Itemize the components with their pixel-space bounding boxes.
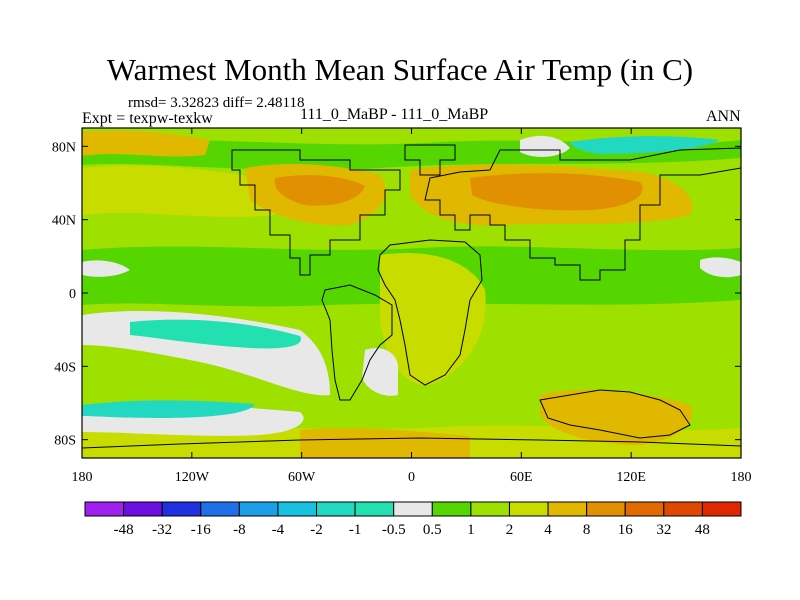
coastline-north-america <box>231 149 401 276</box>
colorbar-label: 8 <box>583 522 591 538</box>
field-patch-atlantic <box>362 348 398 396</box>
colorbar-swatch <box>586 501 626 517</box>
coastline-antarctica <box>81 437 742 449</box>
colorbar-label: -1 <box>349 522 362 538</box>
field-region-antarctic-warm <box>300 428 470 458</box>
colorbar-swatch <box>547 501 588 517</box>
colorbar-swatch <box>431 501 472 517</box>
colorbar-label: -48 <box>114 522 134 538</box>
colorbar-label: -16 <box>191 522 211 538</box>
y-tick-label: 40N <box>52 214 76 229</box>
coastline-greenland <box>404 144 456 176</box>
colorbar-swatch <box>624 501 665 517</box>
field-core-namerica <box>274 175 365 206</box>
field-layer <box>82 128 741 458</box>
colorbar-label: 16 <box>618 522 634 538</box>
colorbar-label: -2 <box>310 522 323 538</box>
colorbar-label: 1 <box>467 522 475 538</box>
season-label: ANN <box>706 108 741 125</box>
colorbar-swatch <box>663 501 703 517</box>
colorbar-label: -8 <box>233 522 246 538</box>
y-tick-label: 40S <box>54 360 76 375</box>
x-tick-label: 180 <box>72 470 93 485</box>
x-tick-label: 180 <box>731 470 752 485</box>
field-cool-southern-ocean <box>82 400 255 418</box>
colorbar-label: 2 <box>506 522 514 538</box>
field-core-asia <box>470 173 643 211</box>
coastline-south-america <box>321 284 393 401</box>
colorbar-swatch <box>200 501 240 517</box>
x-tick-label: 60W <box>288 470 316 485</box>
case-label: 111_0_MaBP - 111_0_MaBP <box>300 106 489 123</box>
x-tick-label: 60E <box>510 470 533 485</box>
colorbar-swatch <box>238 501 279 517</box>
experiment-label: Expt = texpw-texkw <box>82 110 213 127</box>
colorbar-swatch <box>316 501 356 517</box>
y-tick-label: 80S <box>54 434 76 449</box>
colorbar-swatch <box>470 501 510 517</box>
colorbar-swatch <box>701 501 742 517</box>
colorbar-swatch <box>84 501 125 517</box>
coastline-australia <box>539 389 691 439</box>
chart-title: Warmest Month Mean Surface Air Temp (in … <box>106 52 694 87</box>
coastline-layer <box>81 144 742 449</box>
y-tick-label: 0 <box>69 287 76 302</box>
stats-label: rmsd= 3.32823 diff= 2.48118 <box>128 95 305 111</box>
field-patch-arctic <box>520 135 570 157</box>
colorbar-label: -32 <box>152 522 172 538</box>
colorbar-swatch <box>508 501 549 517</box>
coastline-africa <box>377 239 483 386</box>
colorbar-label: 48 <box>695 522 710 538</box>
y-tick-label: 80N <box>52 140 76 155</box>
field-region-north-pacific <box>82 165 280 218</box>
colorbar-swatch <box>277 501 318 517</box>
y-axis: 80N 40N 0 40S 80S <box>52 140 741 449</box>
field-patch-pacific-east <box>700 257 741 278</box>
field-cool-arctic <box>570 136 720 154</box>
colorbar-swatch <box>393 501 433 517</box>
field-region-northeast <box>82 130 210 157</box>
colorbar: -48 -32 -16 -8 -4 -2 -1 -0.5 0.5 1 2 4 8 16 32 48 <box>84 501 742 538</box>
field-region-australia-warm <box>540 389 693 445</box>
field-patch-pacific-tropic <box>82 260 130 277</box>
colorbar-label: 32 <box>656 522 671 538</box>
x-tick-label: 120W <box>175 470 210 485</box>
colorbar-label: -4 <box>272 522 285 538</box>
colorbar-swatch <box>123 501 163 517</box>
x-tick-label: 0 <box>408 470 415 485</box>
x-tick-label: 120E <box>616 470 646 485</box>
colorbar-swatch <box>354 501 395 517</box>
x-axis: 180 120W 60W 0 60E 120E 180 <box>72 128 752 485</box>
colorbar-swatch <box>161 501 202 517</box>
colorbar-label: -0.5 <box>382 522 406 538</box>
colorbar-label: 4 <box>544 522 552 538</box>
field-cool-south-pacific <box>130 319 301 349</box>
colorbar-label: 0.5 <box>423 522 442 538</box>
coastline-eurasia <box>424 147 742 281</box>
